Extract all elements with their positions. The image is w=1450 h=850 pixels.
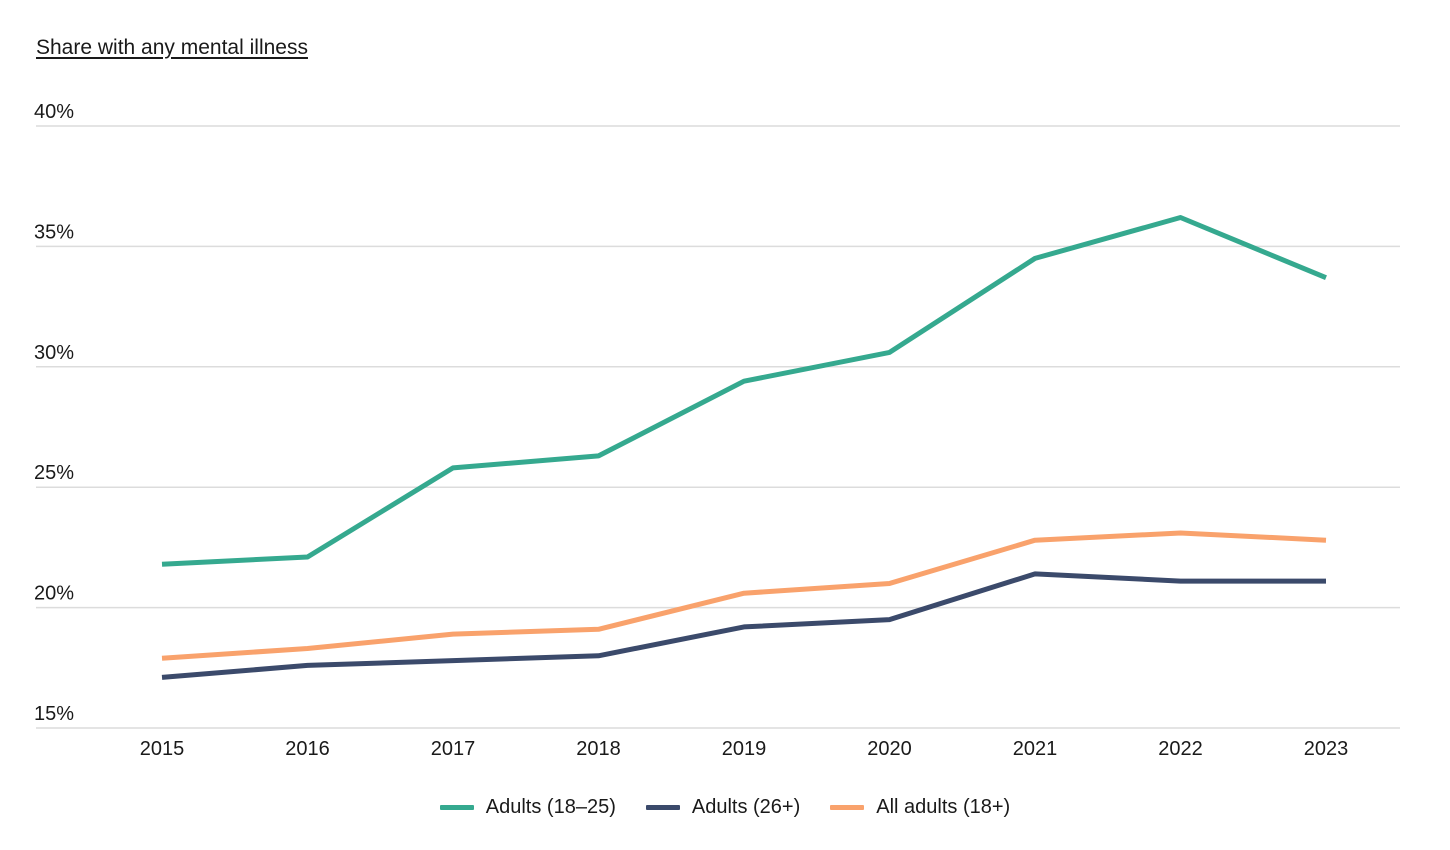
legend-item: Adults (18–25)	[439, 796, 616, 819]
x-tick-label: 2018	[576, 738, 621, 760]
y-tick-label: 15%	[34, 703, 74, 725]
y-axis-tick-labels: 15% 20% 25% 30% 35% 40%	[34, 101, 74, 725]
legend-swatch	[645, 805, 680, 810]
legend-swatch	[439, 805, 474, 810]
x-tick-label: 2017	[431, 738, 476, 760]
chart-title: Share with any mental illness	[36, 36, 308, 59]
legend-swatch	[830, 805, 865, 810]
series-line-1	[161, 215, 1327, 567]
y-tick-label: 40%	[34, 101, 74, 123]
series-lines	[161, 215, 1327, 680]
series-line-2	[161, 571, 1326, 680]
gridlines	[36, 125, 1400, 729]
x-tick-label: 2023	[1304, 738, 1349, 760]
x-tick-label: 2015	[140, 738, 185, 760]
legend-label: Adults (18–25)	[485, 796, 616, 818]
legend-label: Adults (26+)	[691, 796, 801, 818]
series-line-3	[161, 530, 1327, 661]
x-tick-label: 2016	[285, 738, 330, 760]
x-axis-tick-labels: 2015 2016 2017 2018 2019 2020 2021 2022 2023	[140, 738, 1349, 760]
legend-item: Adults (26+)	[645, 796, 801, 819]
x-tick-label: 2020	[867, 738, 912, 760]
legend-item: All adults (18+)	[830, 796, 1010, 819]
x-tick-label: 2021	[1013, 738, 1058, 760]
line-chart: 15%20%25%30%35%40% 2015 2016 2017 2018 2019 2…	[34, 101, 1400, 760]
y-tick-label: 20%	[34, 583, 74, 605]
y-tick-label: 30%	[34, 342, 74, 364]
legend-label: All adults (18+)	[876, 796, 1011, 818]
x-tick-label: 2019	[722, 738, 767, 760]
y-tick-label: 35%	[34, 221, 74, 243]
legend: Adults (18–25) Adults (26+) All adults (18…	[0, 796, 1450, 819]
x-tick-label: 2022	[1158, 738, 1203, 760]
y-tick-label: 25%	[34, 462, 74, 484]
